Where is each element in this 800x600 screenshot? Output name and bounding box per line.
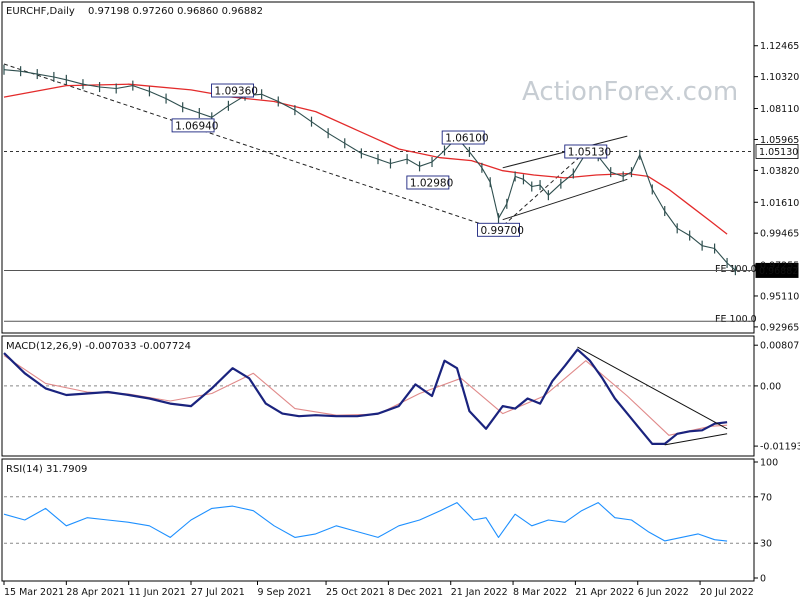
ohlc-readout: 0.97198 0.97260 0.96860 0.96882 <box>88 6 263 17</box>
rsi-panel <box>1 458 755 582</box>
annotation-box <box>406 175 450 190</box>
macd-ytick-label: 0.00 <box>760 381 781 392</box>
x-tick-label: 8 Dec 2021 <box>388 587 443 598</box>
price-ytick-label: 0.97255 <box>760 261 799 272</box>
watermark: ActionForex.com <box>522 77 738 107</box>
price-ytick-label: 1.08110 <box>760 104 799 115</box>
axes-layer: 1.12465 1.10320 1.08110 1.05965 1.03820 1.016… <box>3 41 800 598</box>
rsi-ytick-label: 30 <box>760 539 772 550</box>
x-tick-label: 6 Jun 2022 <box>638 587 689 598</box>
trendline <box>3 63 499 231</box>
annotation-label: 1.02980 <box>410 177 453 189</box>
price-ytick-label: 0.99465 <box>760 229 799 240</box>
x-tick-label: 21 Apr 2022 <box>575 587 634 598</box>
last-price-label: 0.96882 <box>759 266 798 277</box>
price-close-line <box>3 69 736 271</box>
moving-average-line <box>3 83 728 235</box>
annotation-label: 1.05130 <box>568 146 611 158</box>
annotation-box <box>564 144 608 159</box>
trendline <box>498 151 587 231</box>
price-ytick-label: 1.03820 <box>760 166 799 177</box>
annotation-box <box>211 83 255 98</box>
annotation-label: 1.09360 <box>215 86 258 98</box>
rsi-line <box>3 502 728 542</box>
price-ytick-label: 1.05965 <box>760 135 799 146</box>
x-tick-label: 21 Jan 2022 <box>451 587 508 598</box>
rsi-ytick-label: 100 <box>760 458 778 469</box>
level-price-box <box>755 144 799 159</box>
x-tick-label: 15 Mar 2021 <box>4 587 64 598</box>
macd-ytick-label: -0.011933 <box>760 442 800 453</box>
x-tick-label: 9 Sep 2021 <box>257 587 311 598</box>
price-panel <box>1 1 755 334</box>
macd-layer <box>3 346 752 446</box>
macd-panel <box>1 335 755 457</box>
fe-label-lower: FE 100.0 <box>715 314 757 325</box>
x-tick-label: 25 Oct 2021 <box>326 587 385 598</box>
price-ytick-label: 0.95110 <box>760 291 799 302</box>
macd-trendline <box>577 346 728 430</box>
rsi-ytick-label: 70 <box>760 492 772 503</box>
price-ytick-label: 1.10320 <box>760 72 799 83</box>
rsi-ytick-label: 0 <box>760 574 766 585</box>
x-tick-label: 11 Jun 2021 <box>129 587 186 598</box>
macd-ytick-label: 0.00807 <box>760 341 799 352</box>
rsi-layer <box>3 496 752 544</box>
rsi-title: RSI(14) 31.7909 <box>6 464 87 475</box>
annotation-box <box>477 222 520 237</box>
price-ytick-label: 1.12465 <box>760 41 799 52</box>
annotation-label: 0.99700 <box>481 225 524 237</box>
macd-trendline <box>664 433 728 446</box>
price-layer: 1.05130 1.09360 1.06940 1.06100 1.02980 0.997… <box>3 63 799 322</box>
annotation-box <box>171 118 215 133</box>
price-ytick-label: 1.01610 <box>760 198 799 209</box>
price-ytick-label: 0.92965 <box>760 322 799 333</box>
macd-line <box>3 348 728 445</box>
last-price-box <box>755 262 799 278</box>
x-tick-label: 28 Apr 2021 <box>66 587 125 598</box>
symbol-label: EURCHF,Daily <box>6 6 75 17</box>
level-price-label: 1.05130 <box>759 147 798 158</box>
annotation-label: 1.06100 <box>445 133 488 145</box>
x-tick-label: 20 Jul 2022 <box>700 587 754 598</box>
annotation-label: 1.06940 <box>175 120 218 132</box>
x-tick-label: 8 Mar 2022 <box>513 587 567 598</box>
x-tick-label: 27 Jul 2021 <box>191 587 245 598</box>
annotation-box <box>441 130 485 145</box>
trendline <box>502 178 628 221</box>
macd-title: MACD(12,26,9) -0.007033 -0.007724 <box>6 341 191 352</box>
